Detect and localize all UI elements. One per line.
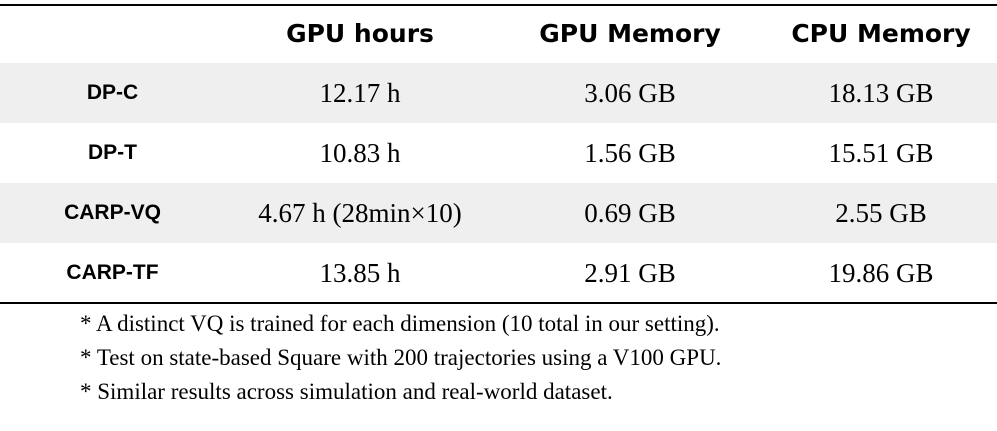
table-row: DP-C 12.17 h 3.06 GB 18.13 GB [0, 63, 997, 123]
table-cell: 2.91 GB [584, 258, 676, 288]
table-cell: 2.55 GB [835, 198, 927, 228]
column-header: GPU hours [286, 19, 434, 48]
table-cell: 15.51 GB [828, 138, 934, 168]
row-label: DP-C [86, 81, 139, 104]
table-cell: 4.67 h (28min×10) [258, 198, 462, 228]
row-label: DP-T [88, 141, 137, 164]
table-cell: 0.69 GB [584, 198, 676, 228]
footnote: * Similar results across simulation and … [80, 379, 613, 404]
row-label: CARP-TF [66, 261, 159, 284]
table-cell: 3.06 GB [584, 78, 676, 108]
table-row: CARP-VQ 4.67 h (28min×10) 0.69 GB 2.55 GB [0, 183, 997, 243]
column-header: GPU Memory [539, 19, 721, 48]
top-rule [0, 4, 997, 6]
row-label: CARP-VQ [64, 201, 161, 224]
footnote: * A distinct VQ is trained for each dime… [80, 311, 720, 336]
table-cell: 1.56 GB [584, 138, 676, 168]
table-cell: 18.13 GB [828, 78, 934, 108]
column-header: CPU Memory [791, 19, 971, 48]
table-cell: 13.85 h [319, 258, 401, 288]
table-cell: 19.86 GB [828, 258, 934, 288]
table-row: DP-T 10.83 h 1.56 GB 15.51 GB [0, 123, 997, 183]
table-cell: 10.83 h [319, 138, 401, 168]
footnote: * Test on state-based Square with 200 tr… [80, 345, 722, 370]
table-row: CARP-TF 13.85 h 2.91 GB 19.86 GB [0, 243, 997, 303]
bottom-rule [0, 302, 997, 304]
table-cell: 12.17 h [319, 78, 401, 108]
